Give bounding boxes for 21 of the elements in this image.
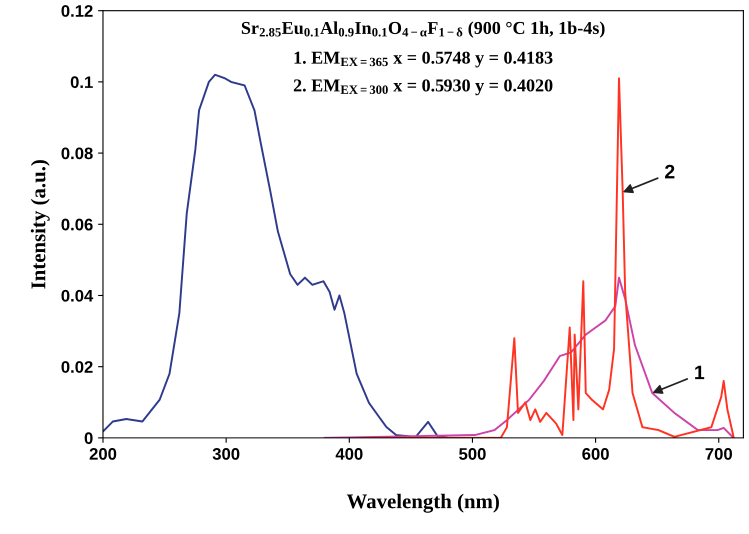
y-tick-label: 0.08 [61,147,93,160]
y-axis-title: Intensity (a.u.) [30,160,50,289]
x-tick-label: 700 [706,448,732,460]
x-tick-label: 400 [336,448,363,460]
y-tick-label: 0 [84,432,93,444]
x-tick-label: 300 [212,448,240,460]
y-tick-label: 0.02 [61,361,93,373]
chart-title: Sr$_{2.85}$Eu$_{0.1}$Al$_{0.9}$In$_{0.1}$O$_{4−α}$F$_{1−δ}$ (900 °C 1h, 1b-4s) [242,21,605,38]
x-tick-label: 600 [582,448,609,460]
y-tick-label: 0.1 [70,76,93,88]
x-tick-label: 200 [90,448,116,460]
annotation: 1 [695,366,704,380]
x-axis-title: Wavelength (nm) [346,494,499,513]
annotation: 2 [665,164,674,178]
y-tick-label: 0.12 [61,5,93,17]
y-tick-label: 0.06 [61,218,93,230]
y-tick-label: 0.04 [61,290,94,302]
annotation: 1. EM$_{EX=365}$ x = 0.5748 y = 0.4183 [294,52,552,68]
annotation: 2. EM$_{EX=300}$ x = 0.5930 y = 0.4020 [294,79,552,96]
x-tick-label: 500 [459,448,486,460]
line-series [324,276,735,438]
